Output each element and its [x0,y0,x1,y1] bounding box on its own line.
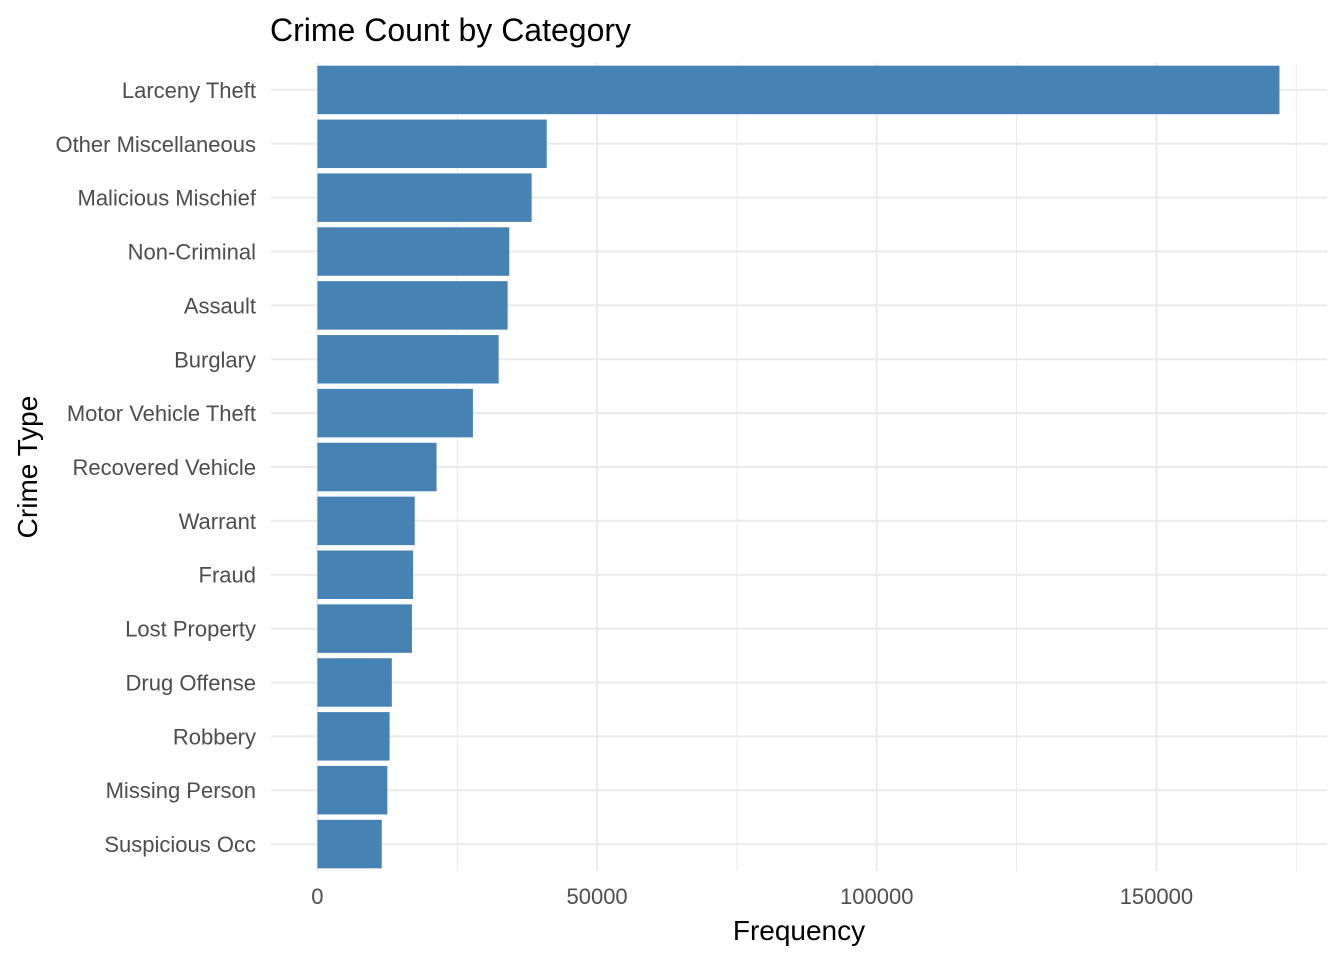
bar [317,388,473,438]
y-tick-label: Warrant [179,509,256,534]
y-axis-title: Crime Type [12,396,43,539]
y-tick-label: Missing Person [106,778,256,803]
x-axis-tick-labels: 0 50000 100000 150000 [311,884,1193,909]
y-axis-tick-labels: Larceny Theft Other Miscellaneous Maliciou… [55,78,256,857]
y-tick-label: Other Miscellaneous [55,132,256,157]
y-tick-label: Malicious Mischief [78,186,257,211]
y-tick-label: Assault [184,293,256,318]
y-tick-label: Burglary [174,347,256,372]
bar [317,765,388,815]
bar [317,658,392,707]
bar [317,819,382,869]
x-tick-label: 50000 [566,884,627,909]
chart-title: Crime Count by Category [270,12,631,48]
bar [317,65,1280,115]
y-tick-label: Recovered Vehicle [73,455,256,480]
bar [317,227,510,276]
bar [317,496,415,546]
x-tick-label: 100000 [840,884,913,909]
bars [317,65,1280,869]
bar [317,173,532,222]
y-tick-label: Suspicious Occ [104,832,256,857]
y-tick-label: Lost Property [125,617,256,642]
bar [317,335,499,384]
y-tick-label: Drug Offense [126,670,256,695]
bar [317,712,390,761]
bar [317,119,547,169]
bar [317,604,412,653]
y-tick-label: Fraud [199,563,256,588]
y-tick-label: Non-Criminal [128,240,256,265]
x-axis-title: Frequency [733,915,865,946]
y-tick-label: Motor Vehicle Theft [67,401,256,426]
bar [317,281,508,330]
y-tick-label: Robbery [173,724,256,749]
bar [317,442,437,492]
y-tick-label: Larceny Theft [122,78,256,103]
x-tick-label: 150000 [1120,884,1193,909]
x-tick-label: 0 [311,884,323,909]
bar [317,550,414,599]
